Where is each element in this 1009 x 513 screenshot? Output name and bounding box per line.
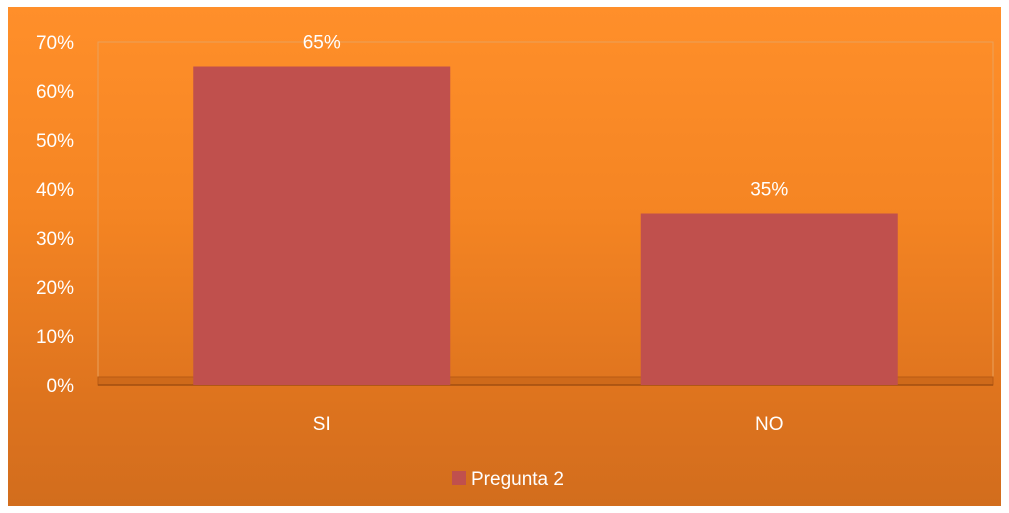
x-category-label: SI bbox=[313, 414, 331, 435]
data-label: 35% bbox=[750, 180, 788, 201]
y-tick-label: 50% bbox=[36, 131, 74, 152]
x-category-label: NO bbox=[755, 414, 784, 435]
y-tick-label: 70% bbox=[36, 33, 74, 54]
x-axis-categories: SI NO bbox=[313, 414, 784, 435]
y-tick-label: 40% bbox=[36, 180, 74, 201]
legend-swatch bbox=[452, 471, 466, 485]
data-labels: 65% 35% bbox=[303, 33, 789, 201]
bar-no bbox=[640, 213, 898, 385]
y-tick-label: 20% bbox=[36, 278, 74, 299]
bar-si bbox=[193, 66, 451, 385]
bars bbox=[193, 66, 898, 385]
legend: Pregunta 2 bbox=[452, 469, 564, 490]
y-axis-ticks: 0% 10% 20% 30% 40% 50% 60% 70% bbox=[36, 33, 74, 397]
y-tick-label: 60% bbox=[36, 82, 74, 103]
y-tick-label: 30% bbox=[36, 229, 74, 250]
y-tick-label: 10% bbox=[36, 327, 74, 348]
y-tick-label: 0% bbox=[47, 376, 75, 397]
legend-label: Pregunta 2 bbox=[471, 469, 564, 490]
data-label: 65% bbox=[303, 33, 341, 54]
